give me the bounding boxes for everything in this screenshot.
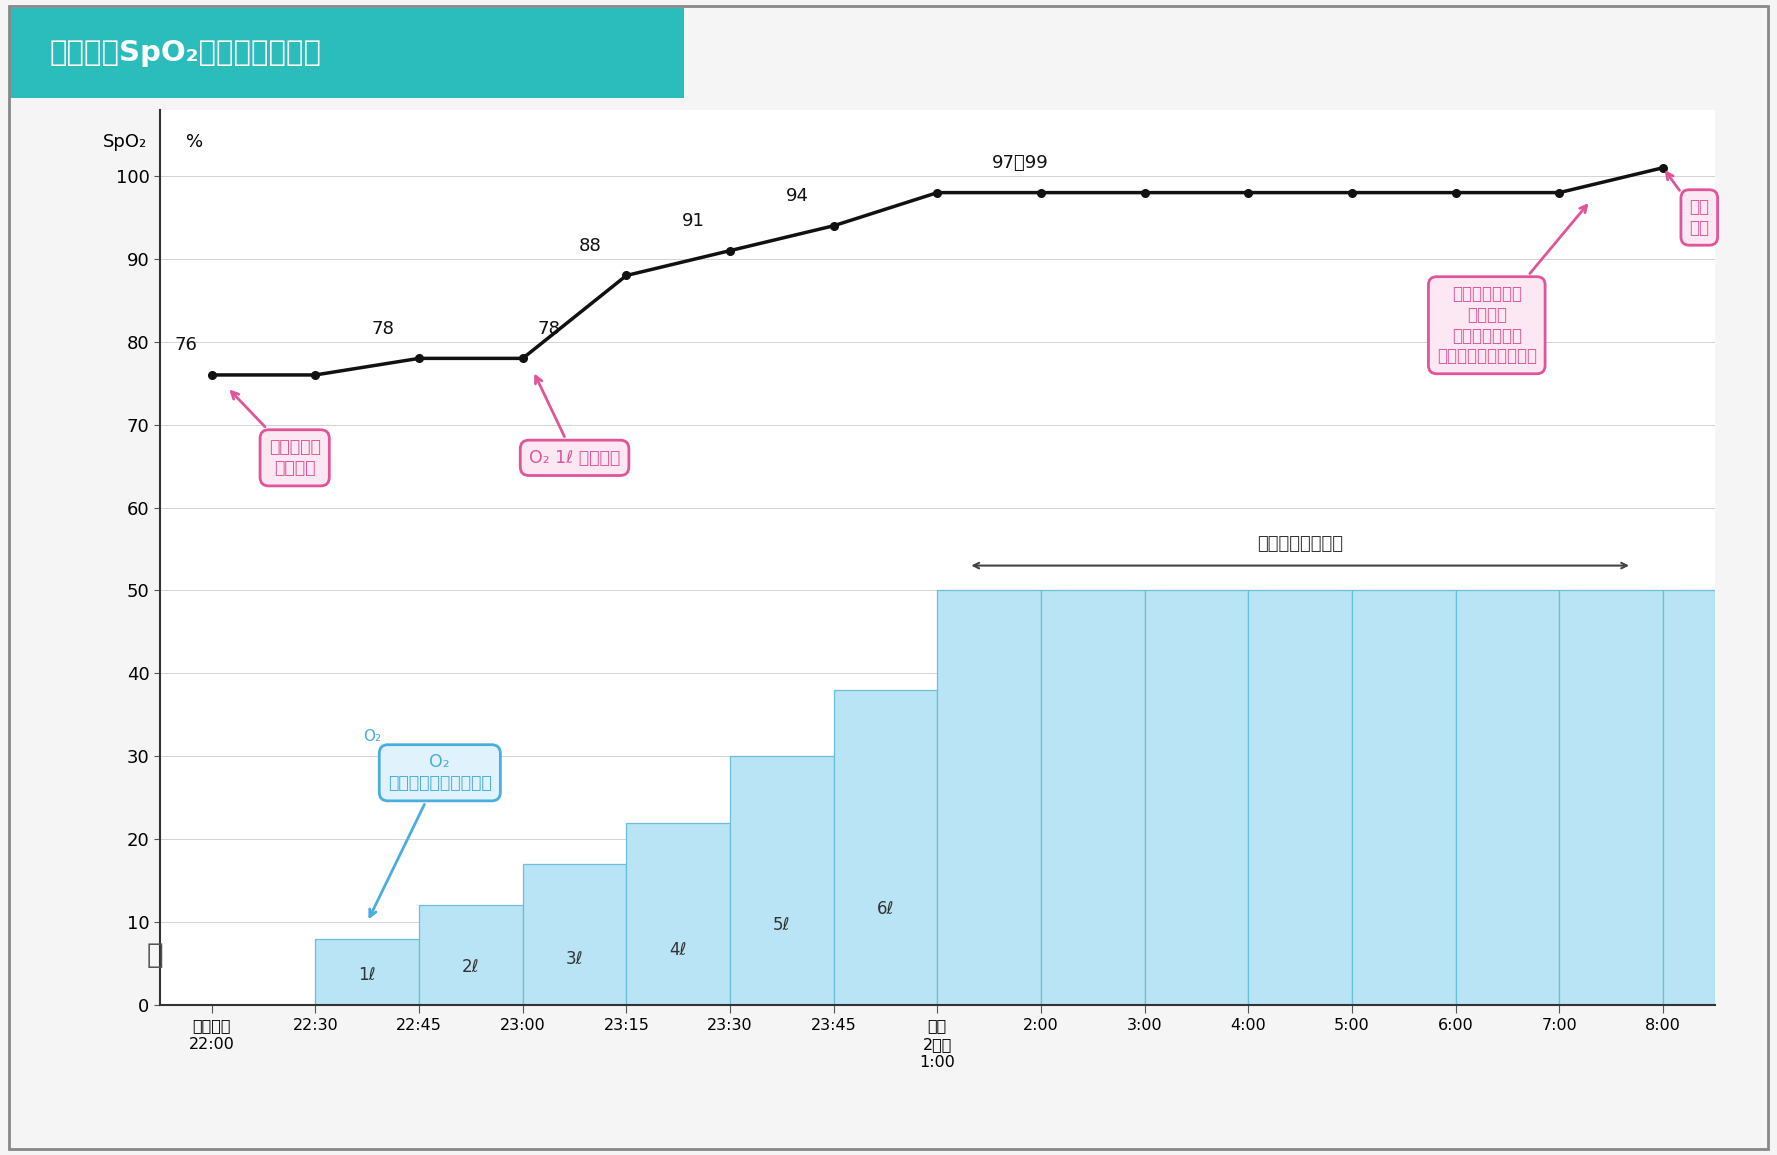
Text: （図）　SpO₂の変化のグラフ: （図） SpO₂の変化のグラフ: [50, 39, 322, 67]
Bar: [522, 864, 626, 1005]
Bar: [316, 939, 419, 1005]
Bar: [419, 906, 522, 1005]
Text: 88: 88: [579, 237, 601, 255]
Bar: [1352, 590, 1455, 1005]
Text: SpO₂: SpO₂: [103, 133, 147, 151]
Text: 2ℓ: 2ℓ: [462, 957, 480, 976]
Text: 呼吸
停止: 呼吸 停止: [1667, 172, 1709, 237]
Text: O₂ 1ℓ ずつ増加: O₂ 1ℓ ずつ増加: [530, 377, 620, 467]
Text: おだやかに入眠中: おだやかに入眠中: [1256, 535, 1343, 553]
Bar: [1247, 590, 1352, 1005]
FancyBboxPatch shape: [0, 1, 737, 105]
Bar: [1144, 590, 1247, 1005]
Text: 3ℓ: 3ℓ: [565, 949, 583, 968]
Bar: [938, 590, 1041, 1005]
Text: 6ℓ: 6ℓ: [876, 900, 894, 918]
Text: 94: 94: [785, 187, 809, 206]
Bar: [730, 757, 833, 1005]
Bar: [833, 690, 938, 1005]
Text: O₂: O₂: [363, 729, 382, 744]
Text: 97～99: 97～99: [992, 154, 1048, 172]
Text: %: %: [187, 133, 203, 151]
Bar: [1560, 590, 1663, 1005]
Text: 1ℓ: 1ℓ: [359, 966, 377, 984]
Text: 76: 76: [174, 336, 197, 355]
Bar: [1041, 590, 1144, 1005]
Text: 痰の貯留が
見られる: 痰の貯留が 見られる: [231, 392, 320, 477]
Text: 78: 78: [371, 320, 394, 337]
Text: 91: 91: [682, 211, 705, 230]
Text: 4ℓ: 4ℓ: [670, 941, 688, 960]
Bar: [1663, 590, 1715, 1005]
Text: 5ℓ: 5ℓ: [773, 916, 791, 934]
Bar: [626, 822, 730, 1005]
Bar: [1455, 590, 1560, 1005]
Text: 〜: 〜: [146, 941, 163, 969]
Text: 78: 78: [537, 320, 560, 337]
Text: 意識レベル低下
下顎呼吸
自発呼吸が弱く
大量の発汗が見られる: 意識レベル低下 下顎呼吸 自発呼吸が弱く 大量の発汗が見られる: [1438, 206, 1587, 365]
Text: O₂
単純酸素マスクで開始: O₂ 単純酸素マスクで開始: [370, 753, 492, 917]
